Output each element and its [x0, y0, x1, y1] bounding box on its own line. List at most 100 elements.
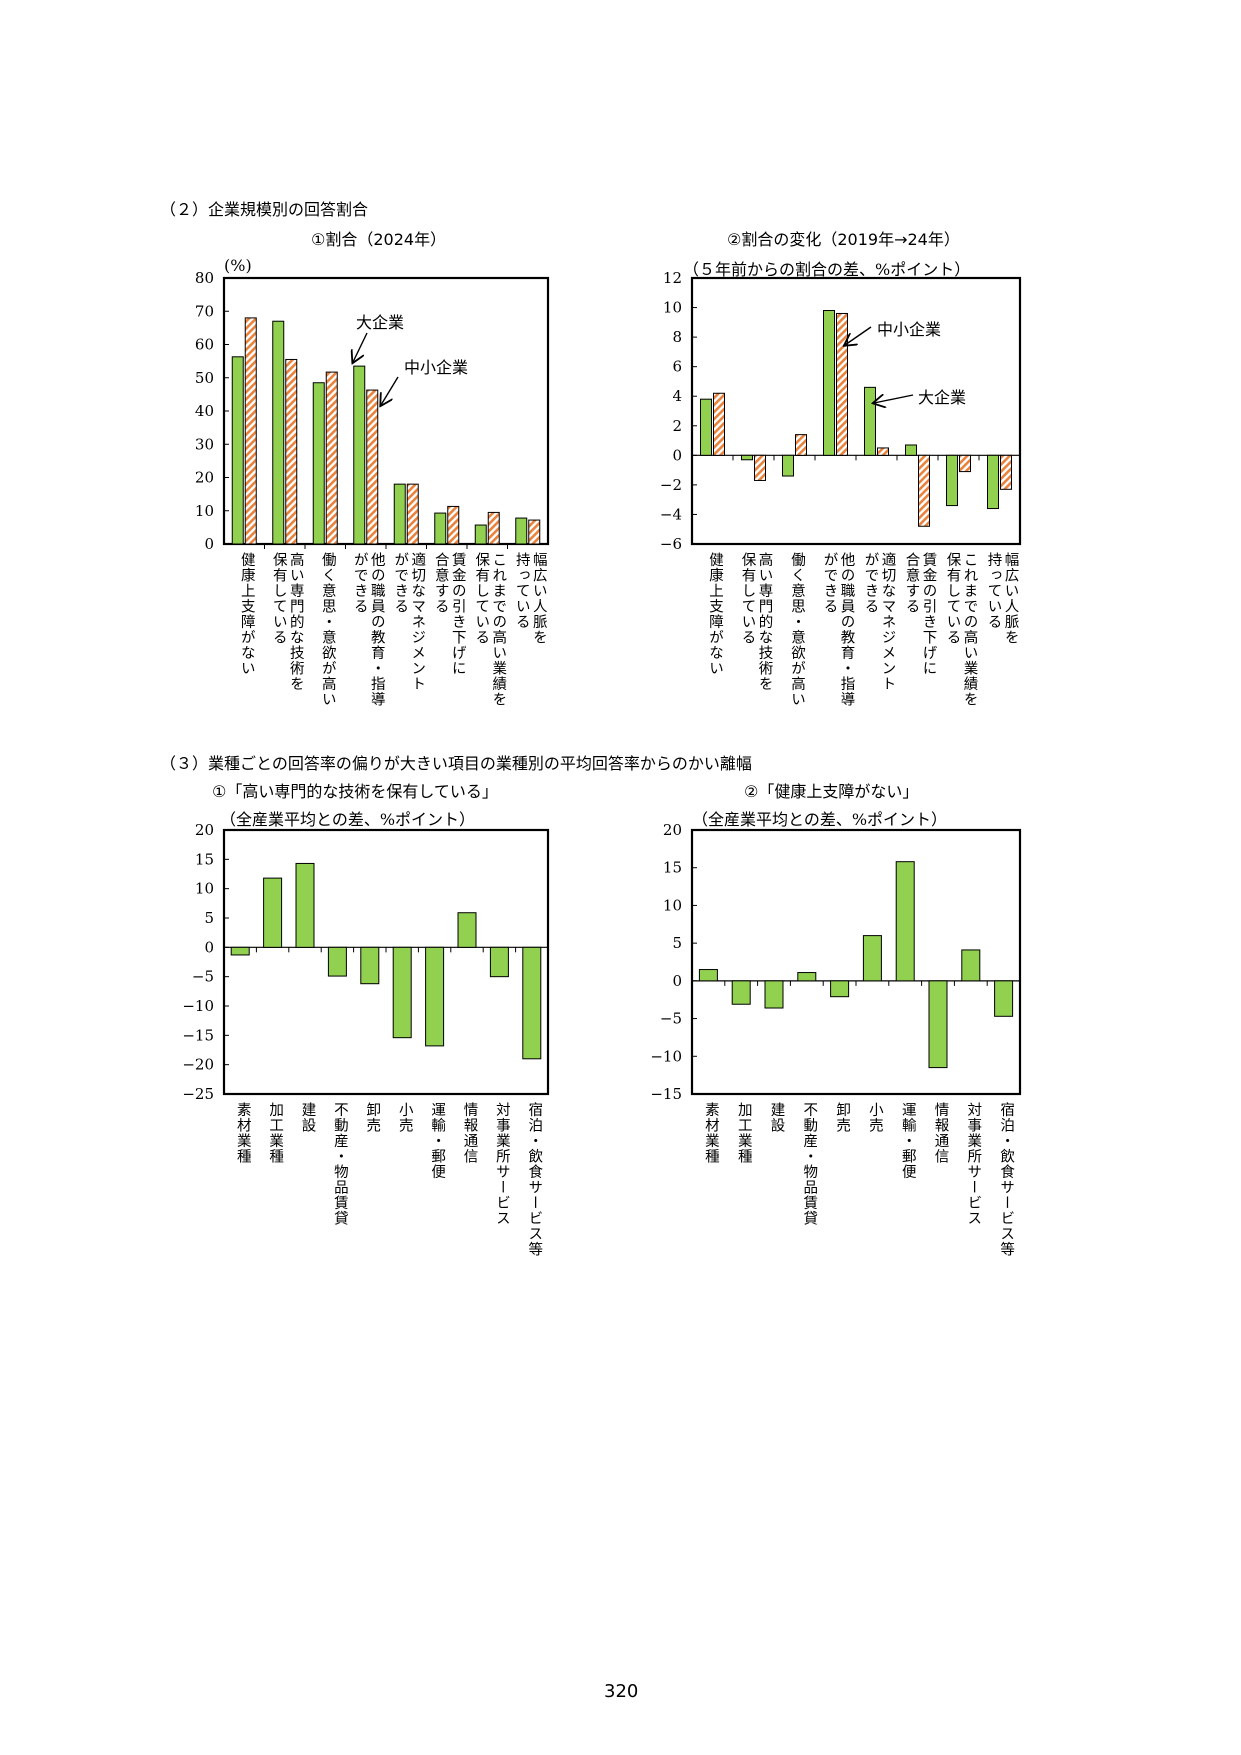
chart1-category-label-2: 働く意思・意欲が高い — [319, 552, 336, 707]
chart3-category-label-9: 宿泊・飲食サービス等 — [526, 1102, 543, 1257]
chart1-ytick-label: 0 — [204, 535, 214, 553]
chart2-ytick-label: 10 — [663, 299, 682, 317]
chart3-category-label-5: 小売 — [396, 1102, 413, 1133]
chart4-bar-5 — [862, 935, 882, 982]
chart1-category-label-3: 他の職員の教育・指導 ができる — [351, 552, 385, 707]
chart3-ytick-label: −15 — [182, 1026, 214, 1044]
chart2-category-label-6: これまでの高い業績を 保有している — [944, 552, 978, 707]
chart1-title: ①割合（2024年） — [311, 230, 447, 249]
chart2-bar-sme-5 — [918, 454, 930, 527]
chart4-bar-2 — [764, 980, 784, 1009]
chart2-plot-frame — [690, 276, 1022, 546]
chart1-bar-sme-0 — [244, 317, 257, 545]
chart4-title: ②「健康上支障がない」 — [744, 782, 919, 801]
chart4-category-label-9: 宿泊・飲食サービス等 — [998, 1102, 1015, 1257]
chart4-bar-0 — [698, 969, 718, 982]
chart4-ytick-label: 5 — [672, 934, 682, 952]
chart4-bar-6 — [895, 861, 915, 982]
chart3-bar-5 — [392, 946, 412, 1039]
chart1-category-label-1: 高い専門的な技術を 保有している — [270, 552, 304, 692]
chart2-annotation-sme: 中小企業 — [877, 320, 942, 339]
chart2-category-label-7: 幅広い人脈を 持っている — [985, 552, 1019, 645]
chart1-ytick-label: 60 — [195, 336, 214, 354]
chart3-title: ①「高い専門的な技術を保有している」 — [212, 782, 498, 801]
chart4-category-label-5: 小売 — [866, 1102, 883, 1133]
chart3-category-label-4: 卸売 — [364, 1102, 381, 1133]
chart4-ytick-label: 20 — [663, 821, 682, 839]
chart1-ytick-label: 30 — [195, 435, 214, 453]
chart4-bar-8 — [961, 949, 981, 982]
chart1-bar-large-1 — [272, 320, 285, 545]
chart4-ytick-label: 15 — [663, 859, 682, 877]
chart3-bar-8 — [489, 946, 509, 978]
chart1-bar-large-6 — [474, 524, 487, 545]
chart1-bar-sme-2 — [325, 371, 338, 545]
chart1-bar-sme-3 — [366, 389, 379, 545]
chart3-ytick-label: 20 — [195, 821, 214, 839]
chart4-ytick-label: −10 — [650, 1047, 682, 1065]
chart2-bar-large-3 — [823, 310, 835, 456]
chart1-ytick-label: 10 — [195, 502, 214, 520]
chart3-bar-6 — [425, 946, 445, 1047]
chart1-arrow-sme — [381, 376, 399, 405]
chart3-category-label-6: 運輸・郵便 — [429, 1102, 446, 1180]
chart2-ytick-label: 12 — [663, 269, 682, 287]
chart1-ytick-label: 50 — [195, 369, 214, 387]
chart1-bar-sme-5 — [447, 505, 460, 545]
chart2-bar-large-7 — [987, 454, 999, 510]
chart2-ytick-label: 0 — [672, 446, 682, 464]
chart2-ytick-label: 6 — [672, 358, 682, 376]
chart1-bar-large-4 — [393, 483, 406, 545]
chart1-bar-sme-4 — [406, 483, 419, 545]
chart3-ytick-label: 5 — [204, 909, 214, 927]
chart3-category-label-7: 情報通信 — [461, 1102, 478, 1164]
chart2-title: ②割合の変化（2019年→24年） — [727, 230, 960, 249]
chart4-category-label-2: 建設 — [768, 1102, 785, 1133]
chart4-ytick-label: −15 — [650, 1085, 682, 1103]
chart3-ytick-label: 15 — [195, 850, 214, 868]
chart3-category-label-3: 不動産・物品賃貸 — [331, 1102, 348, 1226]
chart3-unit-label: （全産業平均との差、%ポイント） — [220, 810, 476, 829]
chart1-unit-label: (%) — [224, 256, 252, 275]
chart4-ytick-label: 10 — [663, 896, 682, 914]
chart2-category-label-1: 高い専門的な技術を 保有している — [739, 552, 773, 692]
chart2-bar-sme-3 — [836, 312, 848, 456]
chart4-category-label-3: 不動産・物品賃貸 — [801, 1102, 818, 1226]
chart1-arrow-large — [353, 332, 368, 362]
chart4-category-label-7: 情報通信 — [932, 1102, 949, 1164]
chart2-bar-sme-4 — [877, 447, 889, 456]
chart1-bar-sme-7 — [528, 519, 541, 545]
chart4-bar-7 — [928, 980, 948, 1069]
chart2-unit-label: （５年前からの割合の差、%ポイント） — [683, 260, 971, 279]
chart3-category-label-8: 対事業所サービス — [493, 1102, 510, 1226]
chart2-bar-sme-7 — [1000, 454, 1012, 490]
chart2-ytick-label: 2 — [672, 417, 682, 435]
chart2-category-label-3: 他の職員の教育・指導 ができる — [821, 552, 855, 707]
chart2-bar-large-6 — [946, 454, 958, 507]
chart3-category-label-2: 建設 — [299, 1102, 316, 1133]
chart4-category-label-0: 素材業種 — [702, 1102, 719, 1164]
chart4-bar-3 — [797, 972, 817, 982]
chart3-bar-2 — [295, 862, 315, 948]
chart4-category-label-8: 対事業所サービス — [965, 1102, 982, 1226]
chart4-unit-label: （全産業平均との差、%ポイント） — [692, 810, 948, 829]
chart4-ytick-label: −5 — [660, 1010, 682, 1028]
chart2-category-label-5: 賃金の引き下げに 合意する — [903, 552, 937, 676]
chart2-ytick-label: −4 — [660, 505, 682, 523]
chart3-bar-4 — [360, 946, 380, 985]
chart3-bar-7 — [457, 912, 477, 948]
chart3-bar-1 — [263, 877, 283, 948]
chart4-category-label-6: 運輸・郵便 — [899, 1102, 916, 1180]
chart1-bar-sme-1 — [285, 358, 298, 545]
chart1-bar-large-0 — [231, 356, 244, 545]
chart3-bar-3 — [327, 946, 347, 977]
chart4-category-label-1: 加工業種 — [735, 1102, 752, 1164]
chart1-ytick-label: 80 — [195, 269, 214, 287]
chart1-ytick-label: 40 — [195, 402, 214, 420]
chart3-ytick-label: −5 — [192, 968, 214, 986]
chart1-category-label-7: 幅広い人脈を 持っている — [513, 552, 547, 645]
chart2-bar-sme-6 — [959, 454, 971, 473]
chart3-ytick-label: −20 — [182, 1056, 214, 1074]
chart4-category-label-4: 卸売 — [834, 1102, 851, 1133]
